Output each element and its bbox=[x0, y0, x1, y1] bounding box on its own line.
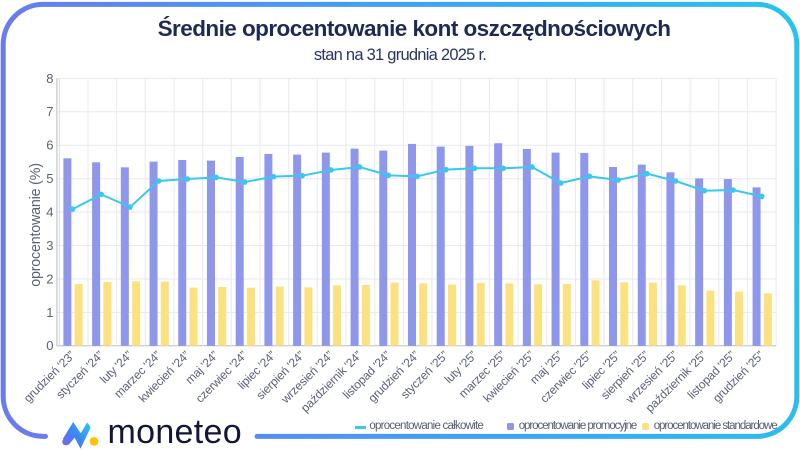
svg-text:5: 5 bbox=[46, 171, 53, 186]
svg-text:1: 1 bbox=[46, 305, 53, 320]
svg-text:2: 2 bbox=[46, 271, 53, 286]
svg-text:4: 4 bbox=[46, 205, 53, 220]
svg-text:0: 0 bbox=[46, 338, 53, 353]
svg-text:oprocentowanie (%): oprocentowanie (%) bbox=[28, 163, 44, 287]
svg-text:7: 7 bbox=[46, 104, 53, 119]
svg-text:6: 6 bbox=[46, 138, 53, 153]
svg-text:3: 3 bbox=[46, 238, 53, 253]
svg-text:8: 8 bbox=[46, 71, 53, 86]
